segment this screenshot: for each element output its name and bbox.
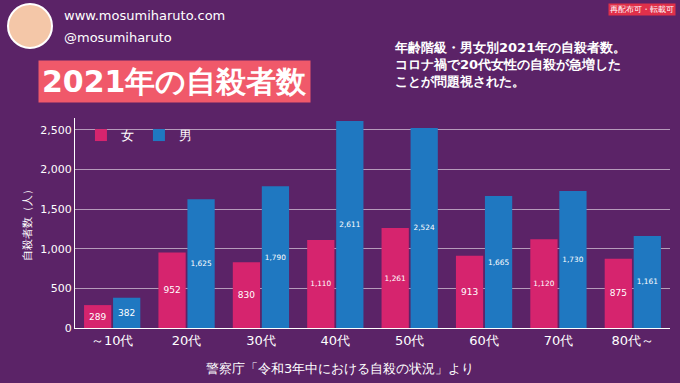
svg-text:1,500: 1,500 <box>40 203 72 216</box>
svg-text:年齢階級・男女別2021年の自殺者数。コロナ禍で20代女性の: 年齢階級・男女別2021年の自殺者数。コロナ禍で20代女性の自殺が急増したことが… <box>394 40 626 89</box>
svg-text:www.mosumiharuto.com: www.mosumiharuto.com <box>64 8 225 23</box>
svg-text:952: 952 <box>163 285 180 295</box>
svg-text:875: 875 <box>610 288 627 298</box>
svg-text:40代: 40代 <box>321 333 351 348</box>
svg-text:500: 500 <box>51 282 72 295</box>
svg-text:50代: 50代 <box>395 333 425 348</box>
svg-text:2,000: 2,000 <box>40 163 72 176</box>
svg-text:1,000: 1,000 <box>40 243 72 256</box>
svg-text:1,261: 1,261 <box>385 274 406 283</box>
svg-text:2,500: 2,500 <box>40 124 72 137</box>
svg-text:1,665: 1,665 <box>488 258 509 267</box>
svg-text:2,611: 2,611 <box>339 220 360 229</box>
svg-text:警察庁「令和3年中における自殺の状況」より: 警察庁「令和3年中における自殺の状況」より <box>206 361 474 376</box>
svg-text:830: 830 <box>238 290 255 300</box>
svg-text:1,161: 1,161 <box>637 277 658 286</box>
svg-text:30代: 30代 <box>246 333 276 348</box>
svg-text:1,120: 1,120 <box>533 279 554 288</box>
svg-text:913: 913 <box>461 287 478 297</box>
svg-text:60代: 60代 <box>469 333 499 348</box>
svg-text:20代: 20代 <box>172 333 202 348</box>
svg-text:1,790: 1,790 <box>265 253 286 262</box>
svg-text:男: 男 <box>179 128 192 143</box>
svg-text:1,625: 1,625 <box>190 259 211 268</box>
svg-text:1,110: 1,110 <box>310 279 331 288</box>
svg-text:@mosumiharuto: @mosumiharuto <box>64 30 172 45</box>
svg-text:289: 289 <box>89 312 106 322</box>
svg-text:自殺者数（人）: 自殺者数（人） <box>21 185 34 262</box>
svg-text:80代～: 80代～ <box>612 333 655 348</box>
svg-text:～10代: ～10代 <box>91 333 134 348</box>
svg-text:1,730: 1,730 <box>562 255 583 264</box>
svg-text:2021年の自殺者数: 2021年の自殺者数 <box>42 64 307 99</box>
svg-text:女: 女 <box>121 128 134 143</box>
svg-text:再配布可・転載可: 再配布可・転載可 <box>610 5 674 14</box>
svg-text:0: 0 <box>65 322 72 335</box>
svg-text:70代: 70代 <box>544 333 574 348</box>
svg-text:382: 382 <box>118 308 135 318</box>
svg-text:2,524: 2,524 <box>414 223 435 232</box>
